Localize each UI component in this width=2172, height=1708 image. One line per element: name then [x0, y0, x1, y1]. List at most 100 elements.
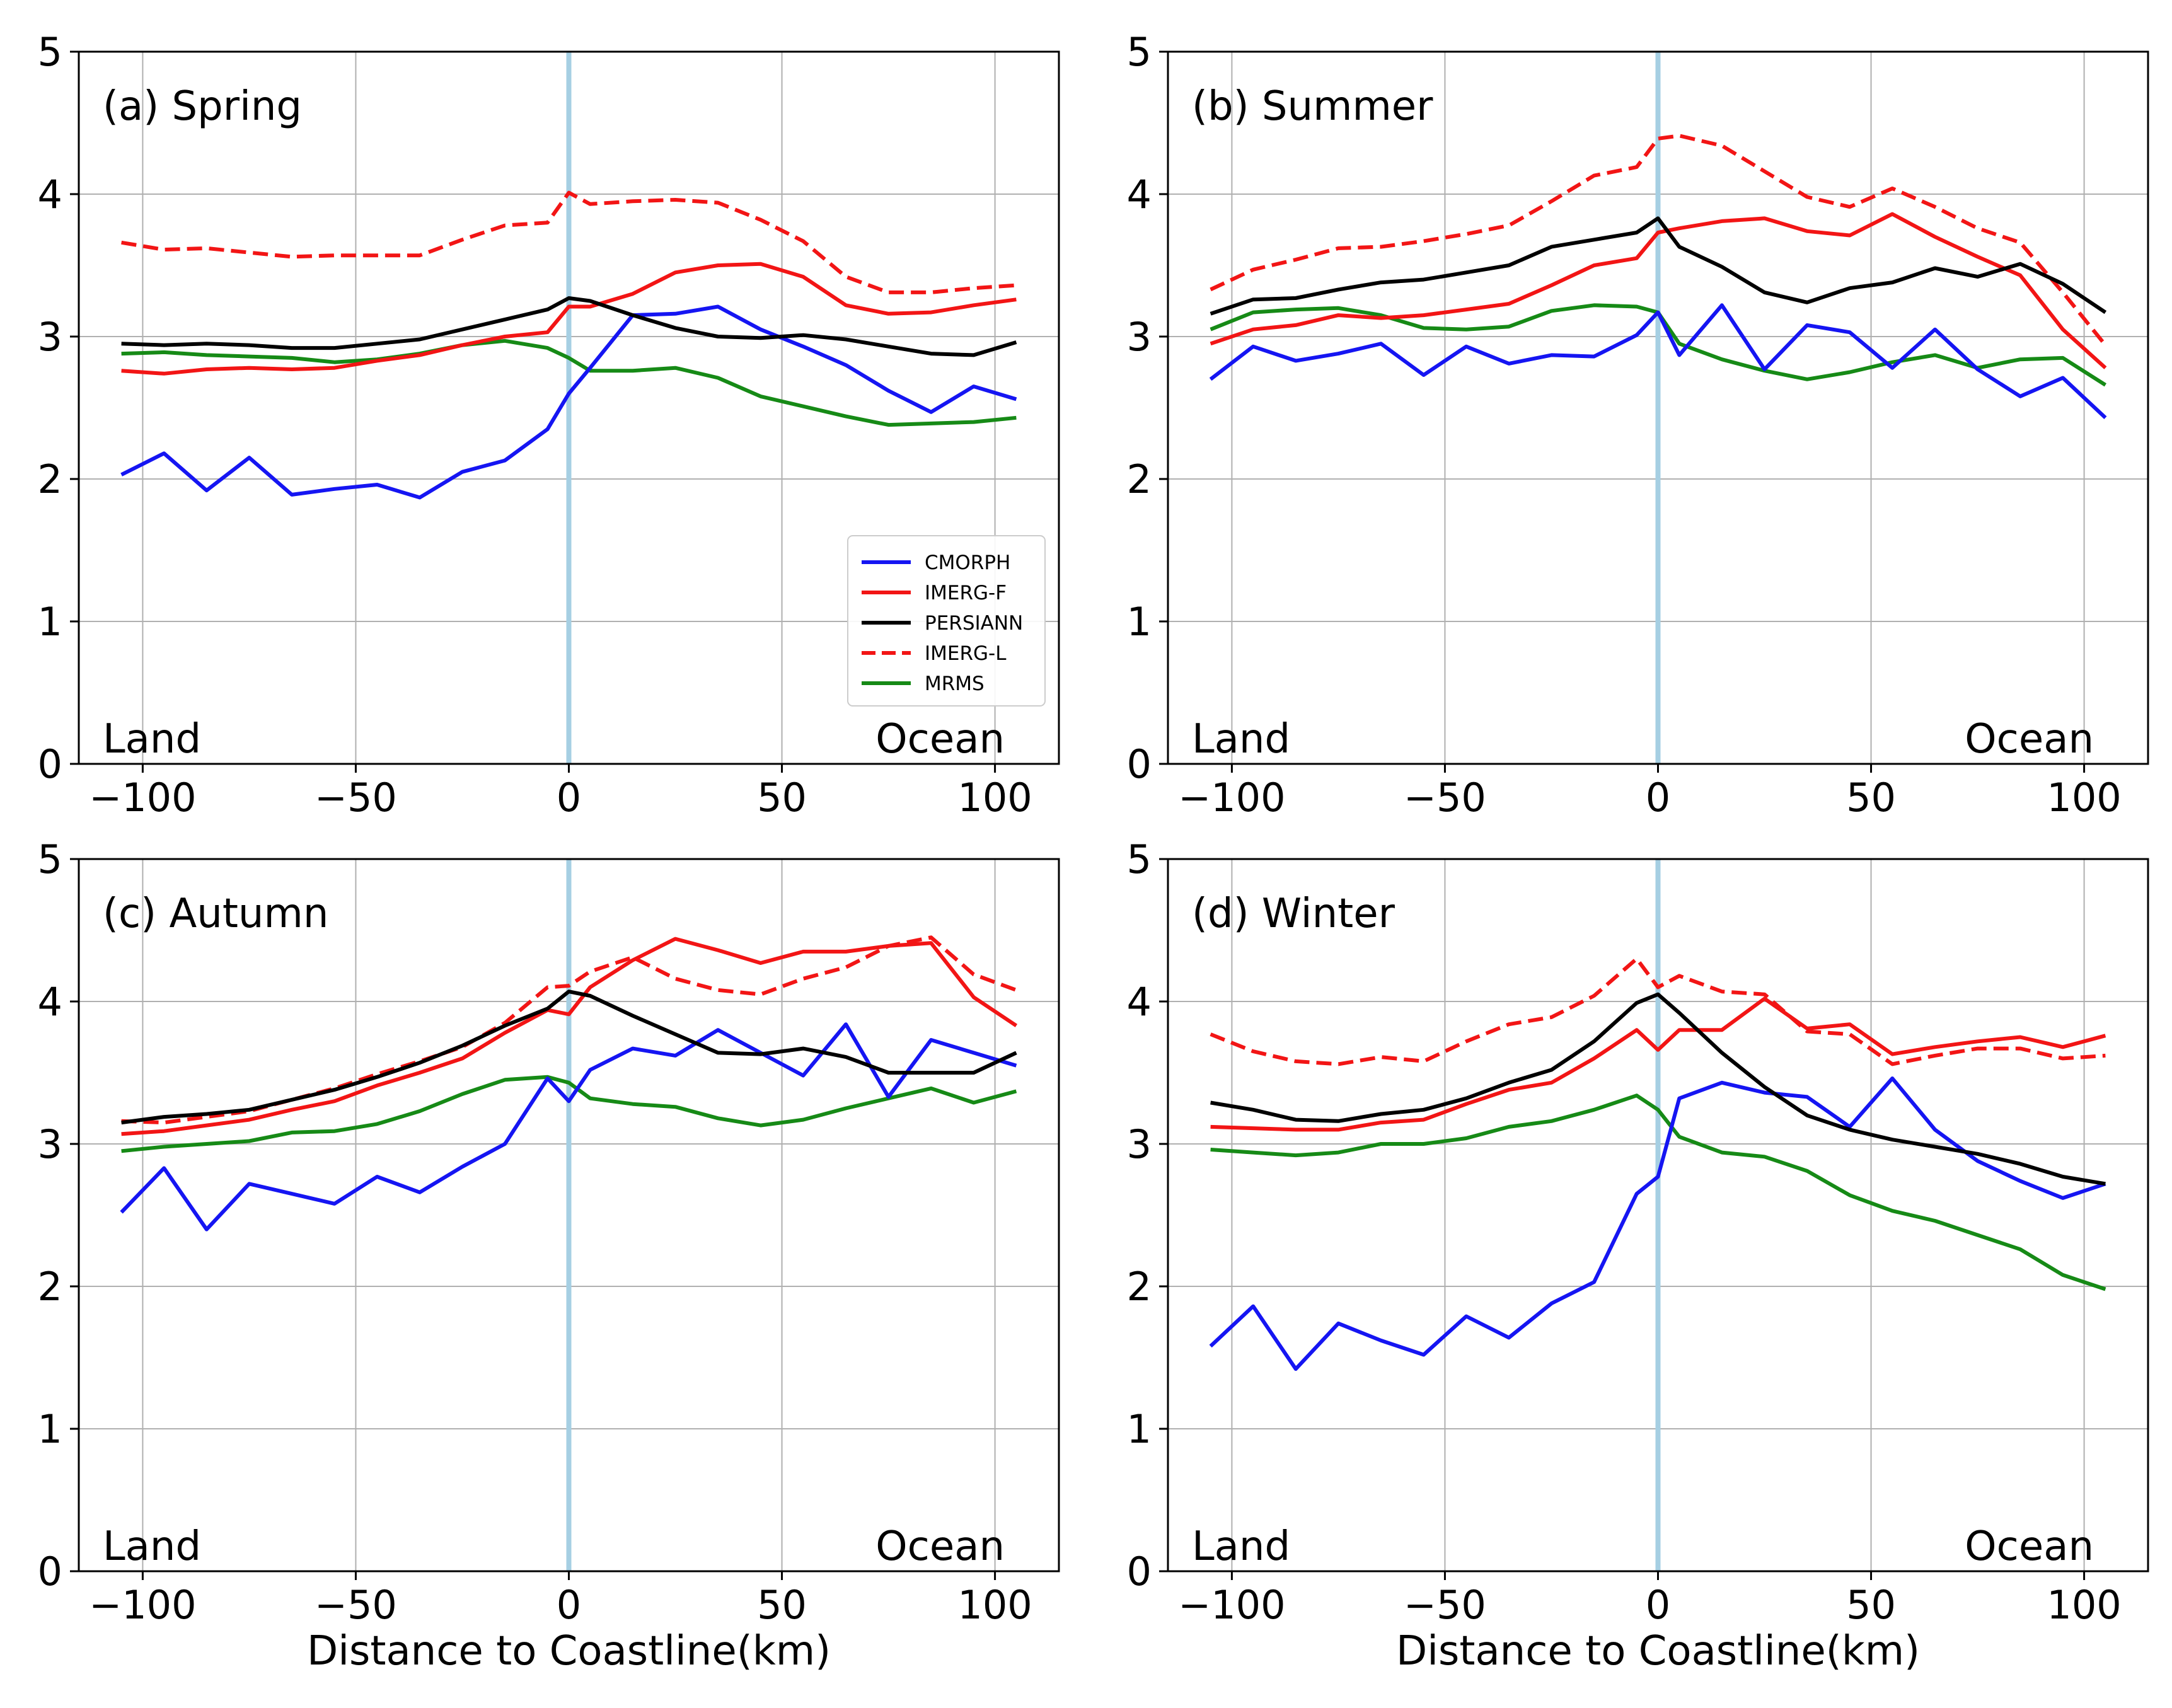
series-line-mrms — [121, 1075, 1017, 1153]
x-tick-label: −100 — [89, 1582, 196, 1628]
y-tick-label: 2 — [1127, 456, 1152, 502]
x-tick-label: 100 — [2047, 1582, 2121, 1628]
panel-a-series — [120, 190, 1017, 500]
x-tick-label: 100 — [2047, 775, 2121, 821]
x-tick-label: −50 — [1404, 775, 1486, 821]
x-tick-label: 0 — [557, 1582, 581, 1628]
panel-d-ocean-label: Ocean — [1965, 1523, 2094, 1570]
legend-label: IMERG-F — [925, 582, 1007, 604]
panel-a: −100 −50 0 50 100 0 1 2 3 4 5 (a) Spring Land Ocean — [38, 29, 1060, 821]
series-line-imerg-l — [121, 190, 1017, 294]
y-tick-label: 0 — [1127, 741, 1152, 787]
panel-a-land-label: Land — [103, 716, 201, 763]
panel-c: −100 −50 0 50 100 0 1 2 3 4 5 (c) Autumn Land Ocean Di… — [38, 836, 1060, 1675]
x-tick-label: 50 — [757, 1582, 807, 1628]
legend-label: CMORPH — [925, 551, 1010, 574]
y-tick-label: 5 — [38, 836, 62, 882]
panel-a-ocean-label: Ocean — [875, 716, 1005, 763]
panel-d-x-axis-label: Distance to Coastline(km) — [1396, 1628, 1920, 1675]
series-line-persiann — [1210, 992, 2106, 1186]
series-line-imerg-f — [1210, 996, 2106, 1132]
y-tick-label: 1 — [1127, 599, 1152, 645]
y-tick-label: 4 — [38, 979, 62, 1025]
y-tick-label: 5 — [38, 29, 62, 75]
series-line-persiann — [121, 990, 1017, 1125]
legend-entry-persiann: PERSIANN — [862, 612, 1023, 635]
y-tick-label: 1 — [1127, 1406, 1152, 1452]
series-line-imerg-f — [121, 262, 1017, 376]
y-tick-label: 3 — [1127, 1121, 1152, 1167]
y-tick-label: 1 — [38, 599, 62, 645]
series-line-imerg-l — [1210, 134, 2107, 347]
y-tick-label: 5 — [1127, 836, 1152, 882]
legend-entry-imerg-f: IMERG-F — [862, 582, 1007, 604]
x-tick-label: 50 — [1846, 775, 1896, 821]
series-line-mrms — [1210, 1093, 2106, 1291]
panel-b: −100 −50 0 50 100 0 1 2 3 4 5 (b) Summer Land Ocean — [1127, 29, 2149, 821]
y-tick-label: 0 — [38, 1549, 62, 1595]
legend-label: PERSIANN — [925, 612, 1023, 635]
series-line-imerg-l — [1210, 957, 2106, 1066]
panel-d: −100 −50 0 50 100 0 1 2 3 4 5 (d) Winter Land Ocean Di… — [1127, 836, 2149, 1675]
series-line-cmorph — [120, 1022, 1017, 1232]
x-tick-label: 0 — [557, 775, 581, 821]
legend: CMORPH IMERG-F PERSIANN IMERG-L MRMS — [847, 535, 1046, 707]
x-tick-label: 0 — [1646, 775, 1670, 821]
series-line-mrms — [121, 338, 1017, 427]
panel-a-title: (a) Spring — [103, 83, 302, 130]
series-line-imerg-f — [121, 937, 1018, 1136]
panel-b-series — [1209, 134, 2107, 419]
x-tick-label: 0 — [1646, 1582, 1670, 1628]
x-tick-label: −50 — [1404, 1582, 1486, 1628]
x-tick-label: −50 — [315, 775, 397, 821]
y-tick-label: 2 — [38, 456, 62, 502]
panel-c-ocean-label: Ocean — [875, 1523, 1005, 1570]
panel-b-ticks: −100 −50 0 50 100 0 1 2 3 4 5 — [1127, 29, 2122, 821]
x-tick-label: 100 — [957, 775, 1032, 821]
panel-b-land-label: Land — [1192, 716, 1290, 763]
panel-d-land-label: Land — [1192, 1523, 1290, 1570]
legend-entry-mrms: MRMS — [862, 672, 985, 695]
y-tick-label: 0 — [38, 741, 62, 787]
panel-a-ticks: −100 −50 0 50 100 0 1 2 3 4 5 — [38, 29, 1032, 821]
x-tick-label: −100 — [1178, 775, 1285, 821]
panel-b-title: (b) Summer — [1192, 83, 1433, 130]
x-tick-label: −100 — [89, 775, 196, 821]
x-tick-label: 100 — [957, 1582, 1032, 1628]
panel-c-series — [120, 935, 1018, 1232]
panel-d-ticks: −100 −50 0 50 100 0 1 2 3 4 5 — [1127, 836, 2122, 1628]
series-line-persiann — [1210, 216, 2107, 316]
y-tick-label: 5 — [1127, 29, 1152, 75]
y-tick-label: 1 — [38, 1406, 62, 1452]
panel-b-ocean-label: Ocean — [1965, 716, 2094, 763]
panel-c-title: (c) Autumn — [103, 891, 328, 937]
x-tick-label: −50 — [315, 1582, 397, 1628]
legend-label: IMERG-L — [925, 642, 1007, 665]
y-tick-label: 4 — [38, 171, 62, 217]
y-tick-label: 4 — [1127, 171, 1152, 217]
series-line-persiann — [121, 296, 1017, 357]
legend-entry-imerg-l: IMERG-L — [862, 642, 1007, 665]
panel-d-title: (d) Winter — [1192, 891, 1395, 937]
x-tick-label: 50 — [757, 775, 807, 821]
y-tick-label: 3 — [1127, 314, 1152, 360]
series-line-cmorph — [1209, 303, 2107, 419]
legend-label: MRMS — [925, 672, 985, 695]
legend-entry-cmorph: CMORPH — [862, 551, 1010, 574]
y-tick-label: 3 — [38, 314, 62, 360]
panel-c-land-label: Land — [103, 1523, 201, 1570]
series-line-cmorph — [120, 304, 1017, 500]
series-line-cmorph — [1209, 1076, 2106, 1371]
x-tick-label: 50 — [1846, 1582, 1896, 1628]
panel-d-series — [1209, 957, 2106, 1371]
y-tick-label: 2 — [38, 1264, 62, 1310]
x-tick-label: −100 — [1178, 1582, 1285, 1628]
panel-c-ticks: −100 −50 0 50 100 0 1 2 3 4 5 — [38, 836, 1032, 1628]
series-line-imerg-f — [1210, 212, 2107, 369]
y-tick-label: 4 — [1127, 979, 1152, 1025]
legend-box — [847, 535, 1046, 707]
y-tick-label: 0 — [1127, 1549, 1152, 1595]
panel-c-x-axis-label: Distance to Coastline(km) — [307, 1628, 831, 1675]
